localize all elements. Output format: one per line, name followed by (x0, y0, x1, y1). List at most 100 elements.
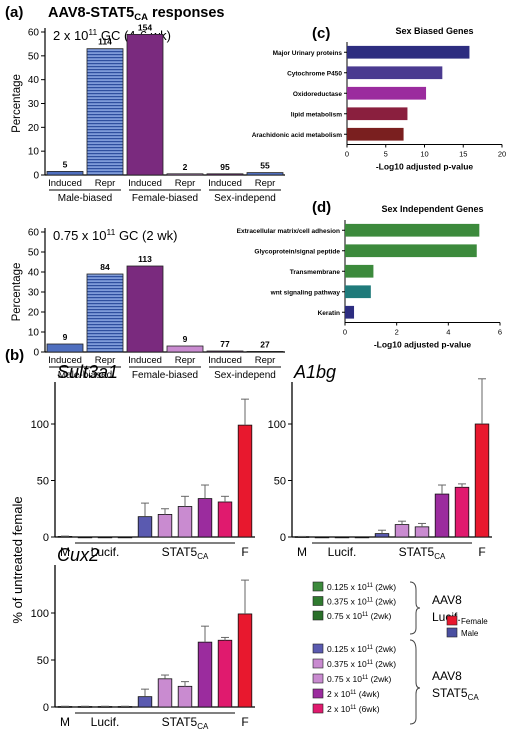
y-tick-label: 30 (28, 288, 40, 299)
x-label-f: F (241, 545, 248, 559)
chart-title: Sex Biased Genes (395, 26, 473, 36)
legend-label: 0.375 x 1011 (2wk) (327, 597, 396, 607)
x-label-stat5: STAT5CA (162, 545, 209, 561)
legend-label: 0.375 x 1011 (2wk) (327, 659, 396, 669)
x-tick-label: 20 (498, 150, 506, 159)
bar (345, 264, 374, 278)
x-tick-label: Induced (208, 355, 242, 366)
group-label: Male-biased (58, 193, 112, 204)
legend-swatch (312, 643, 324, 654)
panel-label-b: (b) (5, 347, 24, 364)
bar (77, 536, 93, 539)
x-tick-label: 2 (395, 328, 399, 337)
chart-sex-biased: Sex Biased Genes 0 5 10 15 20 -Log10 adjusted … (252, 26, 506, 172)
panel-label-a: (a) (5, 4, 23, 21)
x-tick-label: Induced (128, 355, 162, 366)
bar (97, 536, 113, 539)
x-label-stat5: STAT5CA (399, 545, 446, 561)
bar (314, 536, 330, 539)
bar (347, 45, 470, 59)
bar (46, 343, 84, 353)
bar-value-label: 77 (220, 339, 230, 349)
bar (237, 613, 253, 708)
bar (454, 486, 470, 538)
legend-label: 0.75 x 1011 (2wk) (327, 674, 392, 684)
bar (434, 493, 450, 538)
bar (137, 696, 153, 708)
panel-label-d: (d) (312, 199, 331, 216)
y-tick-label: 30 (28, 99, 40, 110)
legend-swatch (312, 596, 324, 606)
y-axis-label: Percentage (11, 74, 23, 133)
bar-value-label: 9 (63, 332, 68, 342)
x-label-f: F (478, 545, 485, 559)
bar (345, 223, 480, 237)
y-tick-label: 20 (28, 123, 40, 134)
y-tick-label: 40 (28, 75, 40, 86)
y-tick-label: 100 (31, 608, 49, 620)
bar (197, 641, 213, 708)
category-label: Major Urinary proteins (273, 50, 343, 57)
legend-label: 0.125 x 1011 (2wk) (327, 582, 396, 592)
legend-label: Male (461, 629, 479, 638)
category-label: wnt signaling pathway (270, 289, 341, 296)
legend-swatch (312, 610, 324, 621)
legend-swatch (312, 658, 324, 669)
x-tick-label: Repr (95, 355, 116, 366)
x-tick-label: Repr (255, 178, 276, 189)
x-label-f: F (241, 715, 248, 729)
bar (217, 501, 233, 538)
x-tick-label: 0 (345, 150, 349, 159)
bar-value-label: 55 (260, 161, 270, 171)
x-tick-label: 4 (446, 328, 450, 337)
x-label-lucif: Lucif. (328, 545, 357, 559)
bar (345, 305, 355, 319)
y-tick-label: 0 (43, 532, 49, 544)
category-label: Glycoprotein/signal peptide (254, 248, 340, 255)
x-tick-label: 6 (498, 328, 502, 337)
bar (474, 423, 490, 538)
category-label: lipid metabolism (291, 111, 343, 118)
x-axis-label: -Log10 adjusted p-value (376, 162, 474, 172)
x-label-lucif: Lucif. (91, 715, 120, 729)
y-tick-label: 50 (274, 476, 286, 488)
bar (334, 536, 350, 539)
main-title: AAV8-STAT5CA responses (48, 5, 225, 23)
y-tick-label: 0 (33, 171, 39, 182)
legend-brace (409, 581, 421, 635)
x-tick-label: 10 (420, 150, 428, 159)
y-tick-label: 100 (268, 419, 286, 431)
legend-label: 2 x 1011 (4wk) (327, 689, 380, 699)
bar (126, 265, 164, 353)
x-tick-label: Repr (175, 355, 196, 366)
bar (137, 516, 153, 538)
b-ylabel: % of untreated female (10, 496, 25, 623)
bar-value-label: 2 (183, 162, 188, 172)
legend-swatch (446, 627, 458, 638)
bar (177, 506, 193, 538)
gene-title: A1bg (293, 362, 336, 382)
bar (345, 244, 477, 258)
x-tick-label: Repr (255, 355, 276, 366)
y-tick-label: 0 (33, 348, 39, 359)
legend-label: Female (461, 617, 488, 626)
y-tick-label: 50 (28, 248, 40, 259)
legend-label: 0.75 x 1011 (2wk) (327, 611, 392, 621)
chart-title: 0.75 x 1011 GC (2 wk) (53, 227, 177, 243)
bar (354, 536, 370, 539)
x-tick-label: 0 (343, 328, 347, 337)
bar (157, 514, 173, 538)
bar (347, 86, 427, 100)
legend-label: 2 x 1011 (6wk) (327, 704, 380, 714)
bar (246, 350, 284, 353)
chart-sex-independent: Sex Independent Genes 0 2 4 6 -Log10 adjusted… (237, 204, 502, 350)
bar-value-label: 114 (98, 37, 112, 47)
bar (206, 350, 244, 353)
chart-a1bg: 0 50 100 A1bg M Lucif. STAT5CA F (268, 362, 492, 561)
legend-swatch (312, 688, 324, 699)
bar (394, 524, 410, 538)
bar-value-label: 27 (260, 339, 270, 349)
bar (374, 533, 390, 538)
